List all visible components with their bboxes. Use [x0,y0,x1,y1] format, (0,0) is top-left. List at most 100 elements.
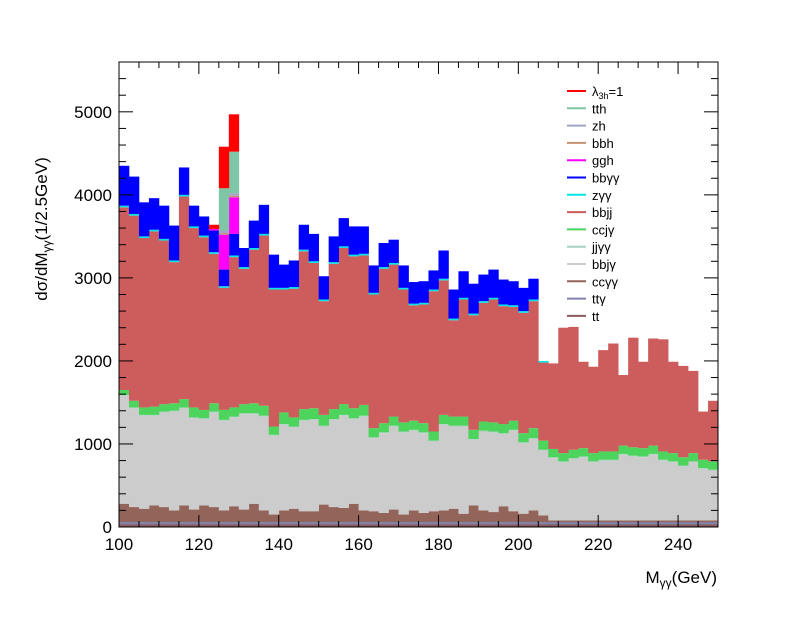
y-axis-title: dσ/dMγγ(1/2.5GeV) [32,157,54,300]
bar-series2-bin38 [498,506,509,523]
bar-series2-bin29 [408,510,419,523]
bar-series6-bin24 [358,255,369,405]
bar-series0-bin47 [588,524,599,527]
bar-series3-bin6 [178,408,190,506]
bar-series0-bin30 [418,524,429,527]
bar-series13-bin9 [208,224,220,229]
bar-series6-bin51 [628,337,639,448]
bar-series0-bin56 [678,524,689,527]
bar-series8-bin37 [488,269,499,298]
bar-series0-bin9 [208,524,220,527]
bar-series3-bin19 [308,419,320,512]
bar-series7-bin39 [508,305,519,307]
bar-series4-bin13 [248,413,260,415]
bar-series1-bin42 [538,522,549,525]
bar-series7-bin5 [168,260,180,263]
bar-series4-bin52 [638,456,649,458]
bar-series3-bin44 [558,462,569,521]
bar-series7-bin4 [158,238,170,241]
bar-series4-bin49 [608,459,619,461]
bar-series4-bin30 [418,432,429,434]
bar-series3-bin50 [618,454,629,521]
bar-series5-bin29 [408,420,419,430]
bar-series7-bin20 [318,299,329,302]
bar-series6-bin41 [528,301,539,429]
bar-series2-bin3 [148,505,160,523]
bar-series7-bin28 [398,287,409,290]
bar-series4-bin34 [458,425,469,427]
bar-series6-bin46 [578,361,589,449]
bar-series3-bin31 [428,441,439,512]
bar-series5-bin8 [198,409,210,419]
bar-series8-bin15 [268,254,280,288]
bar-series6-bin58 [698,411,709,460]
bar-series4-bin42 [538,449,549,451]
bar-series7-bin21 [328,262,339,264]
bar-series1-bin56 [678,522,689,525]
legend-label: ttγ [592,292,606,307]
bar-series0-bin17 [288,524,300,527]
bar-series5-bin37 [488,422,499,432]
bar-series1-bin58 [698,522,709,525]
bar-series3-bin55 [668,462,679,521]
bar-series8-bin41 [528,278,539,300]
bar-series1-bin44 [558,522,569,525]
bar-series5-bin1 [128,400,140,408]
bar-series6-bin54 [658,339,669,452]
bar-series6-bin17 [288,288,300,418]
bar-series3-bin36 [478,431,489,511]
bar-series7-bin36 [478,301,489,303]
series-7 [119,194,549,363]
bar-series2-bin41 [528,510,539,523]
bar-series5-bin30 [418,423,429,433]
bar-series0-bin3 [148,524,160,527]
bar-series1-bin22 [338,522,349,525]
bar-series12-bin10 [218,188,230,231]
bar-series6-bin28 [398,289,409,423]
bar-series3-bin2 [138,415,150,509]
bar-series6-bin36 [478,302,489,422]
bar-series8-bin19 [308,233,320,262]
bar-series8-bin24 [358,226,369,254]
bar-series2-bin12 [238,509,250,523]
bar-series4-bin0 [119,394,130,396]
bar-series4-bin37 [488,431,499,433]
bar-series3-bin11 [228,417,240,507]
bar-series3-bin54 [658,460,669,521]
bar-series5-bin19 [308,408,320,420]
bar-series2-bin33 [448,508,459,523]
bar-series2-bin21 [328,507,339,523]
bar-series2-bin56 [678,520,689,523]
bar-series3-bin21 [328,419,339,508]
bar-series4-bin53 [648,453,659,455]
bar-series4-bin16 [278,424,290,425]
bar-series0-bin10 [218,524,230,527]
x-tick-label: 180 [424,535,452,554]
bar-series3-bin15 [268,435,280,515]
bar-series6-bin21 [328,263,339,410]
bar-series2-bin58 [698,520,709,523]
bar-series6-bin47 [588,366,599,454]
bar-series3-bin48 [598,460,609,521]
bar-series1-bin28 [398,522,409,525]
bar-series6-bin38 [498,306,509,425]
bar-series7-bin13 [248,248,260,250]
bar-series3-bin12 [238,414,250,510]
bar-series7-bin41 [528,299,539,302]
bar-series5-bin52 [638,448,649,457]
bar-series4-bin54 [658,459,669,461]
bar-series1-bin8 [198,522,210,525]
bar-series1-bin9 [208,522,220,525]
bar-series0-bin28 [398,524,409,527]
bar-series4-bin31 [428,440,439,442]
bar-series4-bin55 [668,461,679,463]
bar-series4-bin28 [398,431,409,433]
bar-series5-bin57 [688,453,699,462]
bar-series1-bin41 [528,522,539,525]
bar-series4-bin20 [318,425,329,427]
bar-series1-bin38 [498,522,509,525]
bar-series3-bin34 [458,426,469,514]
y-axis-title-main: dσ/dM [32,252,51,300]
bar-series3-bin59 [708,470,719,521]
legend-label: ccjγ [592,222,615,237]
